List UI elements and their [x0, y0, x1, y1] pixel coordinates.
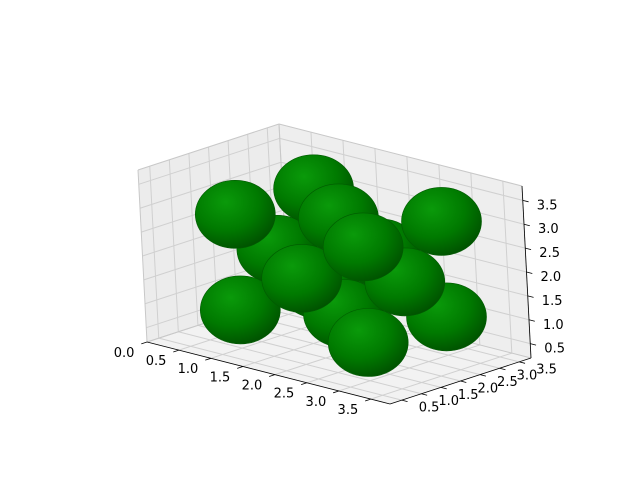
tick-labels: 0.00.51.01.52.02.53.03.5 0.51.01.52.02.53… — [114, 198, 565, 418]
sphere-marker — [200, 275, 281, 345]
tick-mark — [173, 349, 180, 353]
sphere-markers — [195, 154, 487, 377]
x-tick-label: 0.5 — [146, 354, 167, 369]
pane-edge — [137, 123, 280, 171]
x-tick-label: 1.5 — [210, 370, 231, 385]
x-tick-label: 3.5 — [338, 403, 359, 418]
grid-line — [279, 137, 523, 201]
y-tick-label: 1.0 — [438, 394, 459, 409]
tick-mark — [460, 380, 467, 383]
y-tick-label: 1.5 — [458, 388, 479, 403]
tick-mark — [401, 399, 408, 403]
z-tick-label: 1.0 — [543, 318, 564, 333]
tick-mark — [141, 341, 148, 345]
y-tick-label: 0.5 — [419, 401, 440, 416]
x-tick-label: 2.0 — [242, 379, 263, 394]
pane-edge — [278, 123, 523, 187]
sphere-marker — [327, 308, 409, 377]
tick-mark — [526, 271, 533, 274]
x-tick-label: 3.0 — [306, 395, 327, 410]
x-tick-label: 2.5 — [274, 387, 295, 402]
grid-line — [139, 161, 282, 209]
y-tick-label: 3.5 — [536, 362, 557, 377]
y-tick-label: 2.5 — [497, 375, 518, 390]
tick-mark — [205, 357, 212, 361]
tick-mark — [522, 199, 529, 203]
grid-line — [178, 331, 422, 395]
tick-mark — [530, 343, 537, 346]
tick-mark — [269, 374, 276, 377]
tick-marks — [141, 199, 537, 403]
z-tick-label: 2.0 — [541, 270, 562, 285]
tick-mark — [519, 361, 526, 364]
tick-mark — [421, 393, 428, 396]
tick-mark — [237, 366, 244, 369]
x-tick-label: 1.0 — [178, 362, 199, 377]
pane-edge — [137, 169, 148, 343]
tick-mark — [333, 390, 339, 394]
y-tick-label: 2.0 — [477, 381, 498, 396]
z-tick-label: 0.5 — [544, 342, 565, 357]
tick-mark — [301, 382, 307, 386]
grid-line — [158, 337, 402, 401]
grid-line — [138, 137, 280, 185]
tick-mark — [499, 367, 506, 371]
z-tick-label: 2.5 — [539, 246, 560, 261]
tick-mark — [479, 374, 486, 377]
tick-mark — [528, 319, 535, 322]
sphere-marker — [261, 244, 343, 313]
tick-mark — [440, 387, 447, 390]
z-tick-label: 1.5 — [542, 294, 563, 309]
tick-mark — [527, 295, 534, 298]
z-tick-label: 3.5 — [537, 198, 558, 213]
tick-mark — [364, 398, 371, 402]
x-axis-line — [146, 341, 391, 405]
sphere-marker — [322, 212, 404, 282]
y-tick-label: 3.0 — [517, 369, 538, 384]
sphere-marker — [195, 180, 276, 249]
x-tick-label: 0.0 — [114, 346, 135, 361]
z-tick-label: 3.0 — [538, 222, 559, 237]
sphere-marker — [401, 187, 482, 256]
tick-mark — [525, 247, 532, 250]
tick-mark — [523, 223, 530, 227]
